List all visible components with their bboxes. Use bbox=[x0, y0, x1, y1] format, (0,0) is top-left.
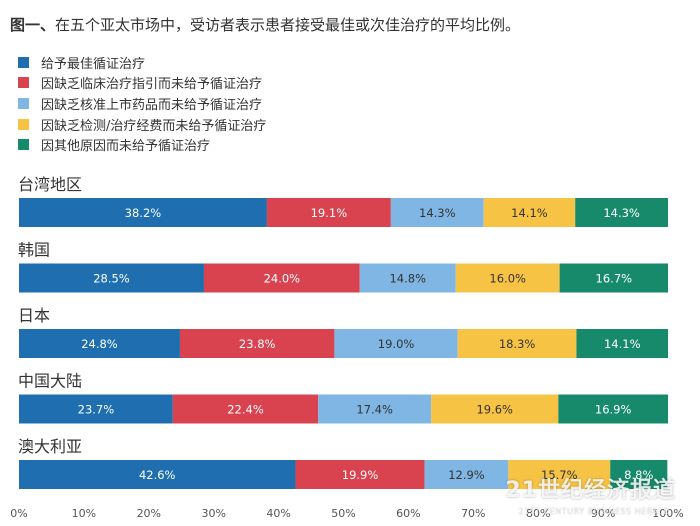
data-label-3-2: 17.4% bbox=[356, 403, 393, 417]
bar-2-3 bbox=[457, 329, 577, 358]
legend-swatch-4 bbox=[18, 139, 29, 151]
x-tick-label-9: 90% bbox=[591, 507, 615, 520]
category-label-4: 澳大利亚 bbox=[18, 437, 82, 456]
category-label-1: 韩国 bbox=[18, 241, 50, 260]
x-tick-label-4: 40% bbox=[266, 507, 290, 520]
legend-label-4: 因其他原因而未给予循证治疗 bbox=[41, 139, 211, 155]
bar-2-2 bbox=[334, 329, 458, 358]
x-tick-label-6: 60% bbox=[396, 507, 420, 520]
data-label-1-4: 16.7% bbox=[596, 272, 633, 286]
bar-3-2 bbox=[318, 394, 432, 424]
bar-4-1 bbox=[295, 460, 425, 489]
data-label-0-1: 19.1% bbox=[311, 206, 348, 220]
data-label-2-1: 23.8% bbox=[239, 337, 276, 351]
legend: 给予最佳循证治疗 因缺乏临床治疗指引而未给予循证治疗 因缺乏核准上市药品而未给予… bbox=[18, 52, 266, 155]
bar-2-0 bbox=[19, 329, 180, 358]
data-label-1-1: 24.0% bbox=[264, 272, 301, 286]
bar-0-1 bbox=[266, 198, 391, 227]
legend-label-0: 给予最佳循证治疗 bbox=[41, 56, 146, 72]
data-label-2-2: 19.0% bbox=[378, 337, 415, 351]
category-label-3: 中国大陆 bbox=[18, 372, 82, 391]
legend-label-2: 因缺乏核准上市药品而未给予循证治疗 bbox=[41, 97, 263, 113]
data-label-4-4: 8.8% bbox=[624, 468, 653, 482]
data-label-3-0: 23.7% bbox=[78, 403, 115, 417]
legend-swatch-0 bbox=[18, 56, 29, 68]
legend-swatch-3 bbox=[18, 118, 29, 130]
data-label-2-0: 24.8% bbox=[81, 337, 118, 351]
data-label-3-1: 22.4% bbox=[227, 403, 264, 417]
bar-0-2 bbox=[390, 198, 484, 227]
bar-3-1 bbox=[172, 394, 319, 424]
data-label-4-1: 19.9% bbox=[342, 468, 379, 482]
bar-4-4 bbox=[610, 460, 668, 489]
x-tick-label-0: 0% bbox=[10, 507, 27, 520]
chart-title-label: 图一、 bbox=[10, 16, 56, 34]
legend-swatch-1 bbox=[18, 77, 29, 89]
legend-item-1: 因缺乏临床治疗指引而未给予循证治疗 bbox=[18, 73, 266, 94]
bar-3-0 bbox=[19, 394, 173, 424]
category-label-0: 台湾地区 bbox=[18, 175, 82, 194]
x-tick-label-7: 70% bbox=[461, 507, 485, 520]
bar-4-0 bbox=[19, 460, 296, 489]
legend-label-3: 因缺乏检测/治疗经费而未给予循证治疗 bbox=[41, 118, 267, 134]
data-label-4-0: 42.6% bbox=[139, 468, 176, 482]
bar-1-3 bbox=[455, 263, 560, 293]
bar-1-0 bbox=[19, 263, 204, 293]
x-tick-label-5: 50% bbox=[331, 507, 355, 520]
bar-3-4 bbox=[558, 394, 668, 424]
data-label-3-4: 16.9% bbox=[595, 403, 632, 417]
data-label-4-3: 15.7% bbox=[541, 468, 578, 482]
data-label-0-3: 14.1% bbox=[511, 206, 548, 220]
data-label-1-0: 28.5% bbox=[93, 272, 130, 286]
legend-swatch-2 bbox=[18, 97, 29, 109]
data-label-1-3: 16.0% bbox=[489, 272, 526, 286]
bar-3-3 bbox=[431, 394, 559, 424]
legend-label-1: 因缺乏临床治疗指引而未给予循证治疗 bbox=[41, 77, 263, 93]
data-label-2-4: 14.1% bbox=[604, 337, 641, 351]
bar-2-4 bbox=[576, 329, 668, 358]
legend-item-3: 因缺乏检测/治疗经费而未给予循证治疗 bbox=[18, 114, 266, 135]
data-label-2-3: 18.3% bbox=[499, 337, 536, 351]
x-tick-label-2: 20% bbox=[137, 507, 161, 520]
bar-4-2 bbox=[424, 460, 509, 489]
bar-1-2 bbox=[359, 263, 456, 293]
watermark-logo: 21世纪经济报道 bbox=[505, 478, 676, 503]
bar-0-4 bbox=[575, 198, 668, 227]
x-tick-label-3: 30% bbox=[201, 507, 225, 520]
bar-0-3 bbox=[483, 198, 576, 227]
chart-title-text: 在五个亚太市场中，受访者表示患者接受最佳或次佳治疗的平均比例。 bbox=[55, 16, 521, 34]
data-label-0-4: 14.3% bbox=[603, 206, 640, 220]
data-label-4-2: 12.9% bbox=[448, 468, 485, 482]
data-label-1-2: 14.8% bbox=[389, 272, 426, 286]
bar-2-1 bbox=[179, 329, 335, 358]
chart-title: 图一、在五个亚太市场中，受访者表示患者接受最佳或次佳治疗的平均比例。 bbox=[10, 14, 520, 35]
bar-0-0 bbox=[19, 198, 267, 227]
bar-1-1 bbox=[203, 263, 360, 293]
category-label-2: 日本 bbox=[18, 306, 50, 325]
x-tick-label-8: 80% bbox=[526, 507, 550, 520]
data-label-0-0: 38.2% bbox=[125, 206, 162, 220]
legend-item-4: 因其他原因而未给予循证治疗 bbox=[18, 134, 266, 155]
data-label-3-3: 19.6% bbox=[476, 403, 513, 417]
x-tick-label-10: 100% bbox=[652, 507, 683, 520]
bar-1-4 bbox=[559, 263, 668, 293]
watermark-subtitle: 21ST CENTURY BUSINESS HERALD bbox=[518, 507, 670, 516]
data-label-0-2: 14.3% bbox=[419, 206, 456, 220]
bar-4-3 bbox=[508, 460, 611, 489]
legend-item-2: 因缺乏核准上市药品而未给予循证治疗 bbox=[18, 93, 266, 114]
legend-item-0: 给予最佳循证治疗 bbox=[18, 52, 266, 73]
x-tick-label-1: 10% bbox=[72, 507, 96, 520]
